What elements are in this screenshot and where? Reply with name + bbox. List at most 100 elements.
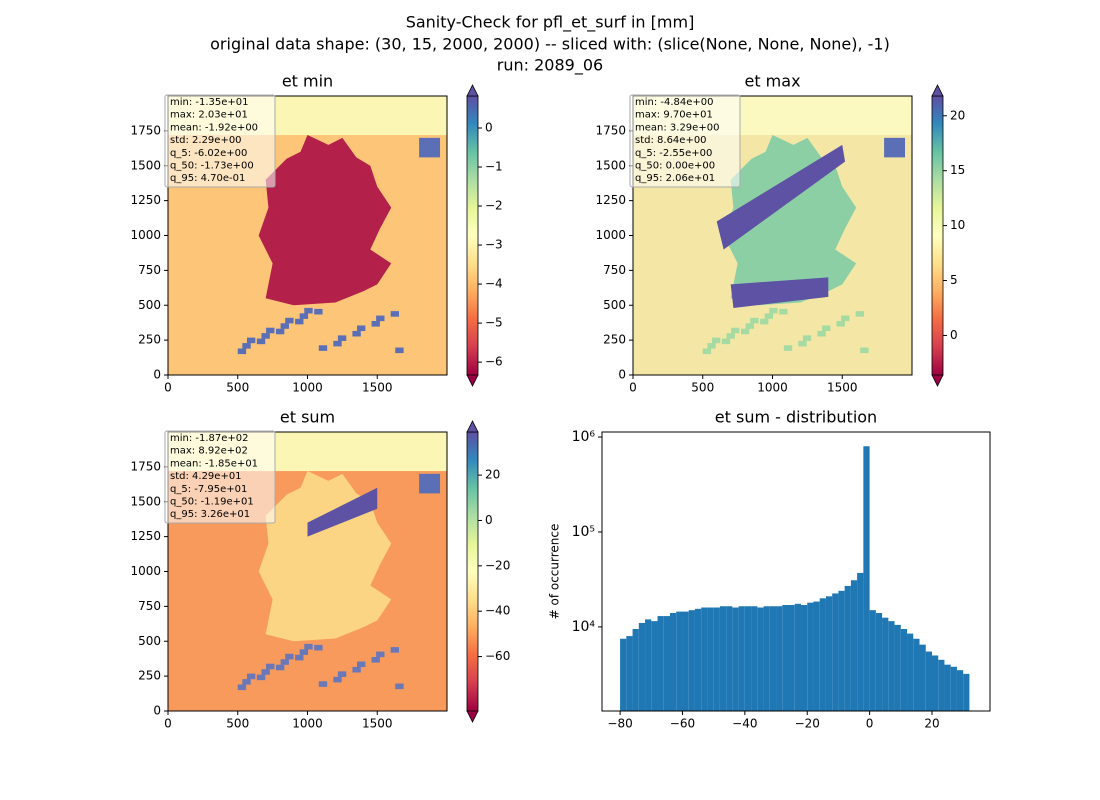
histogram-bar (963, 673, 970, 711)
map-patch (246, 673, 256, 680)
histogram-bar (794, 603, 801, 711)
map-patch (371, 321, 380, 327)
map-patch (333, 676, 342, 683)
map-patch (352, 666, 361, 673)
map-patch (860, 347, 869, 354)
histogram-bar (694, 608, 702, 711)
y-tick-label: 1250 (130, 529, 161, 543)
y-tick-label: 250 (138, 333, 161, 347)
map-patch (711, 337, 721, 344)
stats-text: q_95: 3.26e+01 (170, 509, 250, 520)
map-patch (314, 308, 323, 315)
map-patch (884, 137, 906, 158)
map-patch (242, 679, 251, 685)
y-tick-label: 1500 (595, 158, 626, 172)
x-tick-label: −80 (607, 717, 632, 731)
histogram-bar (913, 638, 920, 711)
histogram-bar (813, 601, 820, 711)
stats-text: mean: -1.92e+00 (170, 122, 258, 133)
histogram-bar (844, 585, 851, 711)
histogram-bar (713, 607, 720, 711)
map-patch (295, 654, 304, 661)
colorbar-tick-label: −3 (485, 238, 503, 252)
x-tick-label: 1500 (362, 717, 393, 731)
y-tick-label: 250 (603, 333, 626, 347)
y-tick-label: 0 (153, 368, 161, 382)
histogram-bar (807, 602, 814, 711)
suptitle: run: 2089_06 (497, 56, 603, 76)
histogram-bar (956, 670, 964, 711)
y-tick-label: 1000 (130, 228, 161, 242)
y-tick-label: 500 (138, 634, 161, 648)
map-patch (299, 649, 309, 655)
colorbar-tick-label: 0 (485, 513, 493, 527)
map-patch (304, 307, 313, 314)
axes-title: et sum - distribution (715, 408, 877, 427)
x-tick-label: −60 (670, 717, 695, 731)
map-patch (318, 681, 328, 687)
map-patch (333, 340, 342, 347)
map-patch (731, 327, 740, 334)
x-tick-label: 20 (924, 717, 939, 731)
map-patch (760, 318, 769, 325)
map-patch (817, 330, 826, 337)
map-patch (246, 337, 256, 344)
map-patch (242, 343, 251, 349)
axes-title: et min (282, 72, 333, 91)
map-patch (395, 683, 404, 690)
colorbar-extend (466, 710, 479, 723)
y-tick-label: 1250 (595, 193, 626, 207)
map-patch (798, 340, 807, 347)
map-patch (314, 644, 323, 651)
stats-text: q_5: -2.55e+00 (635, 148, 712, 159)
histogram-bar (757, 607, 764, 711)
histogram-bar (751, 606, 758, 711)
stats-box (629, 94, 741, 188)
suptitle: original data shape: (30, 15, 2000, 2000… (210, 35, 890, 54)
map-patch (304, 643, 313, 650)
histogram-bar (825, 596, 833, 711)
map-patch (295, 318, 304, 325)
x-tick-label: 0 (629, 381, 637, 395)
histogram-bar (944, 664, 951, 711)
histogram-bar (800, 605, 808, 711)
map-patch (740, 328, 750, 335)
map-patch (779, 308, 788, 315)
x-tick-label: 0 (164, 717, 172, 731)
colorbar-tick-label: −40 (485, 604, 510, 618)
y-tick-label: 750 (138, 263, 161, 277)
colorbar (931, 95, 944, 376)
histogram-bar (857, 572, 864, 711)
stats-text: min: -1.35e+01 (170, 97, 249, 108)
map-patch (855, 311, 865, 317)
stats-text: min: -1.87e+02 (170, 433, 249, 444)
map-patch (390, 647, 400, 653)
map-patch (352, 330, 361, 337)
axes-title: et sum (280, 408, 335, 427)
colorbar-tick-label: −1 (485, 160, 503, 174)
histogram-bar (663, 616, 670, 711)
y-tick-label: 1000 (130, 564, 161, 578)
map-patch (280, 323, 289, 329)
x-tick-label: 1000 (292, 717, 323, 731)
histogram-bar (657, 616, 664, 711)
stats-text: q_95: 2.06e+01 (635, 173, 715, 184)
stats-text: mean: 3.29e+00 (635, 122, 719, 133)
map-patch (764, 313, 774, 319)
x-tick-label: 0 (866, 717, 874, 731)
map-patch (376, 315, 385, 322)
map-patch (419, 137, 441, 158)
y-tick-label: 1000 (595, 228, 626, 242)
map-patch (285, 653, 294, 660)
histogram-bar (782, 605, 789, 711)
stats-text: std: 2.29e+00 (170, 135, 242, 146)
map-patch (371, 657, 380, 663)
y-tick-label: 750 (603, 263, 626, 277)
x-tick-label: −20 (795, 717, 820, 731)
histogram-bar (763, 606, 770, 711)
colorbar-extend (466, 420, 479, 433)
map-patch (702, 348, 712, 355)
histogram-bar (620, 638, 627, 711)
histogram-bar (776, 606, 783, 711)
map-patch (256, 674, 266, 681)
